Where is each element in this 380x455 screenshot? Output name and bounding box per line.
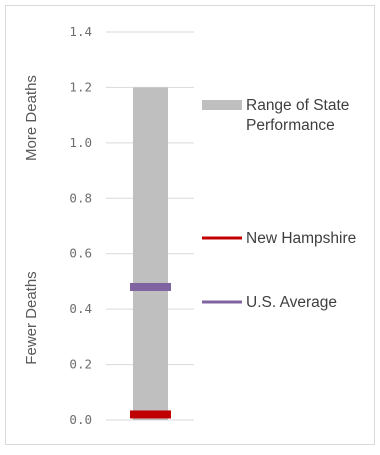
y-tick-label: 1.2 [69, 79, 92, 94]
y-axis-label-bottom: Fewer Deaths [23, 271, 40, 364]
y-axis-ticks: 0.0 0.2 0.4 0.6 0.8 1.0 1.2 1.4 [69, 24, 92, 427]
legend: Range of State Performance New Hampshire U.… [202, 97, 356, 311]
chart-frame [5, 5, 375, 445]
y-tick-label: 0.0 [69, 412, 92, 427]
u-s-average-marker [130, 282, 171, 291]
legend-swatch [202, 100, 242, 110]
y-tick-label: 1.4 [69, 24, 92, 39]
y-tick-label: 0.6 [69, 246, 92, 261]
legend-item: Range of State Performance [202, 97, 349, 134]
legend-label: Range of State [246, 97, 349, 114]
legend-item: U.S. Average [202, 294, 337, 311]
legend-label: U.S. Average [246, 294, 337, 311]
y-tick-label: 1.0 [69, 135, 92, 150]
new-hampshire-marker [130, 410, 171, 419]
y-axis-label-top: More Deaths [23, 75, 40, 161]
legend-item: New Hampshire [202, 230, 356, 247]
range-bar [133, 87, 168, 420]
legend-label: Performance [246, 117, 335, 134]
legend-label: New Hampshire [246, 230, 356, 247]
plot-area [130, 87, 171, 420]
y-tick-label: 0.8 [69, 190, 92, 205]
y-tick-label: 0.4 [69, 301, 92, 316]
y-tick-label: 0.2 [69, 357, 92, 372]
